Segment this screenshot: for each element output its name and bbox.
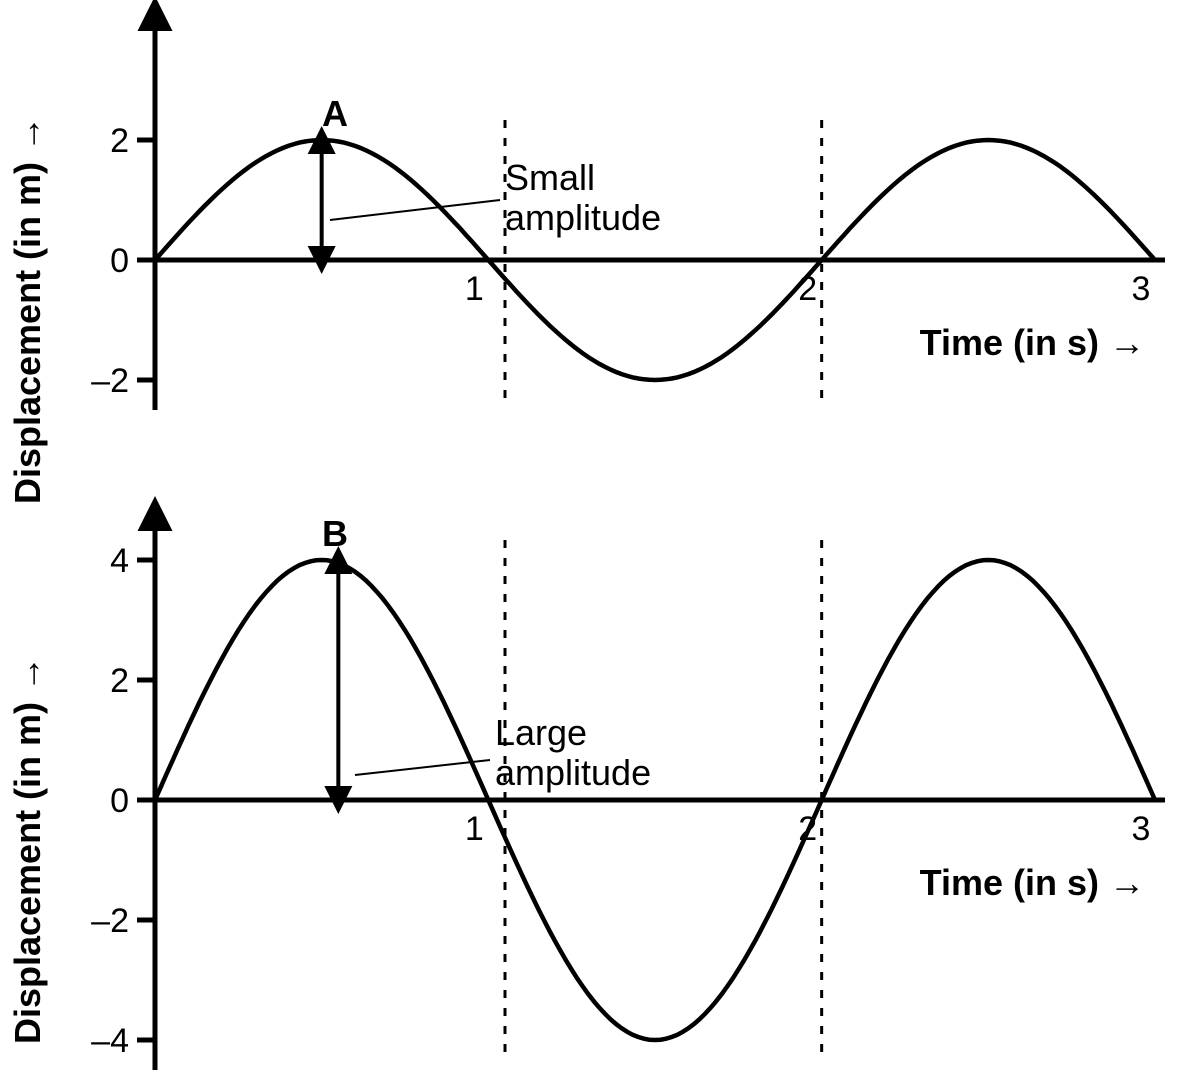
- y-tick-label: –2: [91, 362, 129, 400]
- y-tick-label: 2: [110, 662, 129, 700]
- y-axis-label: Displacement (in m) →: [7, 656, 48, 1044]
- peak-label: A: [322, 93, 348, 134]
- amplitude-comparison-figure: –2 0 2 1 2 3 A Smallamplitude Time (in s) → Displ…: [0, 0, 1200, 1074]
- annotation-callout-line: [330, 200, 500, 220]
- annotation-callout-line: [355, 760, 490, 775]
- y-tick-label: 0: [110, 782, 129, 820]
- x-tick-label: 3: [1132, 810, 1151, 848]
- x-axis-label: Time (in s) →: [920, 322, 1145, 363]
- x-axis-label: Time (in s) →: [920, 862, 1145, 903]
- y-tick-label: –2: [91, 902, 129, 940]
- y-tick-label: 0: [110, 242, 129, 280]
- x-tick-label: 1: [465, 810, 484, 848]
- annotation-text: Smallamplitude: [505, 157, 661, 238]
- y-tick-label: 4: [110, 542, 129, 580]
- y-tick-label: –4: [91, 1022, 129, 1060]
- annotation-text: Largeamplitude: [495, 712, 651, 793]
- y-tick-label: 2: [110, 122, 129, 160]
- chart-small-amplitude: –202123ASmallamplitudeTime (in s) →Displ…: [7, 10, 1165, 504]
- x-tick-label: 3: [1132, 270, 1151, 308]
- x-tick-label: 1: [465, 270, 484, 308]
- chart-large-amplitude: –4–2024123BLargeamplitudeTime (in s) →Di…: [7, 510, 1165, 1070]
- peak-label: B: [322, 513, 348, 554]
- y-axis-label: Displacement (in m) →: [7, 116, 48, 504]
